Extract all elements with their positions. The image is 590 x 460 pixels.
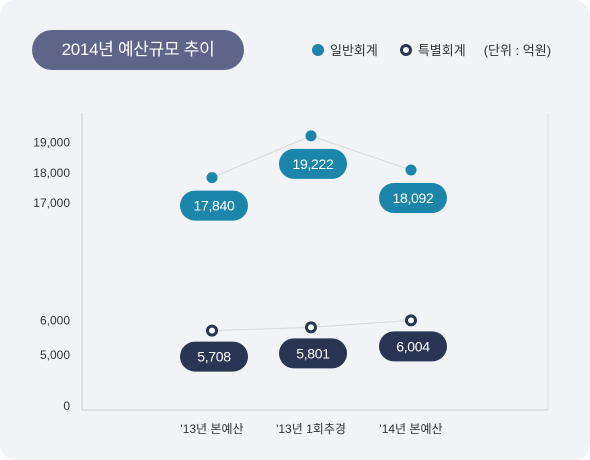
general-value-pill	[180, 190, 248, 221]
special-data-label: 5,801	[296, 345, 330, 361]
x-tick-label: '13년 본예산	[180, 422, 243, 436]
x-tick-label: '13년 1회추경	[276, 422, 346, 436]
y-tick-label: 6,000	[40, 314, 70, 328]
general-data-label: 18,092	[392, 190, 434, 206]
chart-title: 2014년 예산규모 추이	[32, 30, 244, 70]
general-data-point	[405, 164, 417, 176]
y-tick-label: 17,000	[33, 196, 70, 210]
special-data-label: 5,708	[197, 349, 231, 365]
legend-item-general: 일반회계	[312, 40, 378, 59]
special-data-point	[405, 314, 417, 327]
legend: 일반회계 특별회계 (단위 : 억원)	[312, 40, 551, 59]
general-data-label: 19,222	[292, 156, 334, 172]
x-tick-label: '14년 본예산	[379, 422, 442, 436]
general-data-point	[305, 130, 317, 142]
special-data-point	[206, 324, 218, 337]
legend-general-label: 일반회계	[330, 43, 378, 58]
special-value-pill	[180, 341, 248, 372]
general-value-pill	[279, 148, 347, 179]
special-data-point	[305, 321, 317, 334]
general-value-pill	[379, 183, 447, 214]
y-tick-label: 0	[63, 399, 70, 413]
special-value-pill	[379, 331, 447, 362]
legend-special-marker	[399, 43, 412, 56]
general-data-point	[206, 172, 218, 184]
y-tick-label: 19,000	[33, 136, 70, 150]
y-tick-label: 18,000	[33, 166, 70, 180]
legend-general-marker	[312, 43, 324, 56]
special-value-pill	[279, 338, 347, 369]
legend-special-label: 특별회계	[417, 43, 466, 58]
general-data-label: 17,840	[193, 198, 235, 214]
special-data-label: 6,004	[396, 338, 430, 354]
y-tick-label: 5,000	[40, 348, 70, 362]
unit-label: (단위 : 억원)	[483, 43, 552, 58]
legend-item-special: 특별회계	[399, 40, 466, 59]
